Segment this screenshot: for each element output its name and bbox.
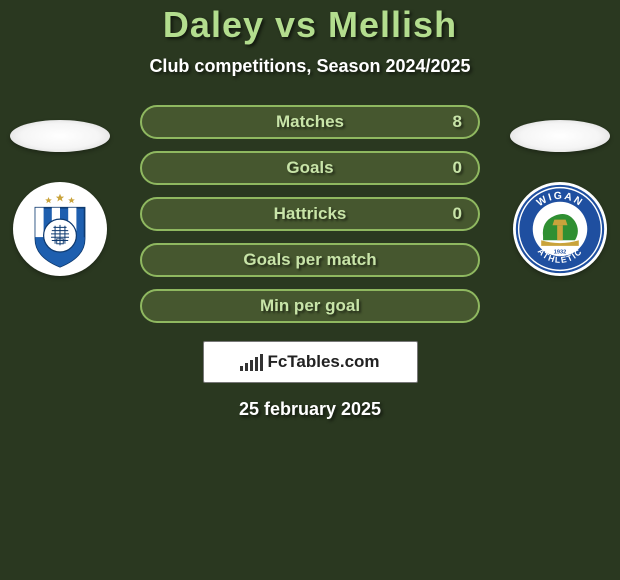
player-left-avatar: [10, 120, 110, 152]
stat-row-goals: Goals 0: [140, 151, 480, 185]
stat-label: Hattricks: [274, 204, 347, 224]
page-title: Daley vs Mellish: [163, 4, 457, 46]
stat-label: Goals: [286, 158, 333, 178]
stat-label: Goals per match: [243, 250, 376, 270]
svg-text:1932: 1932: [554, 249, 567, 255]
chart-icon: [240, 353, 263, 371]
player-right-column: WIGAN ATHLETIC 1932: [510, 120, 610, 276]
stat-row-min-per-goal: Min per goal: [140, 289, 480, 323]
player-left-column: [10, 120, 110, 276]
stat-label: Min per goal: [260, 296, 360, 316]
stats-list: Matches 8 Goals 0 Hattricks 0 Goals per …: [140, 105, 480, 323]
wigan-badge: WIGAN ATHLETIC 1932: [513, 182, 607, 276]
stat-row-matches: Matches 8: [140, 105, 480, 139]
subtitle: Club competitions, Season 2024/2025: [149, 56, 470, 77]
stat-right-value: 0: [453, 204, 462, 224]
stat-right-value: 0: [453, 158, 462, 178]
huddersfield-badge: [13, 182, 107, 276]
stat-right-value: 8: [453, 112, 462, 132]
player-right-avatar: [510, 120, 610, 152]
stat-row-goals-per-match: Goals per match: [140, 243, 480, 277]
brand-text: FcTables.com: [267, 352, 379, 372]
stat-label: Matches: [276, 112, 344, 132]
brand-box: FcTables.com: [203, 341, 418, 383]
date-text: 25 february 2025: [239, 399, 381, 420]
stat-row-hattricks: Hattricks 0: [140, 197, 480, 231]
